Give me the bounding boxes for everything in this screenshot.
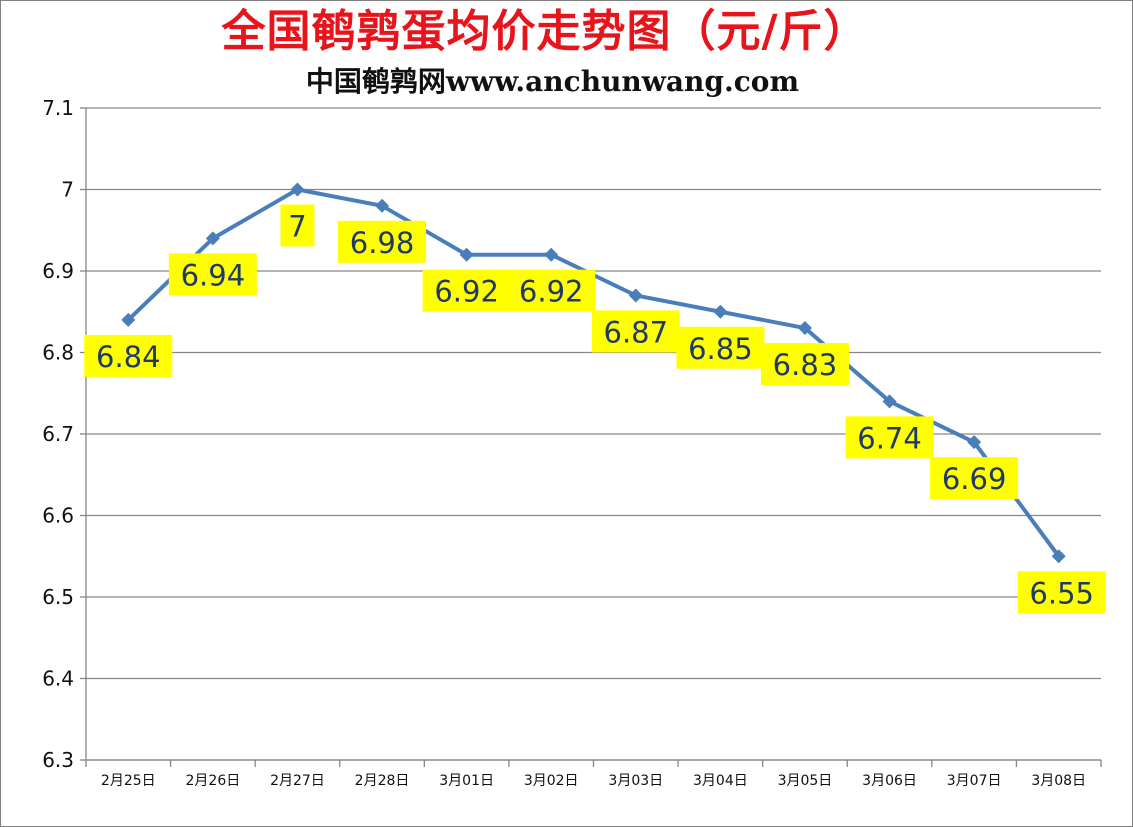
data-label-box (676, 326, 765, 369)
data-point-marker (628, 288, 643, 303)
x-tick-label: 3月03日 (608, 773, 663, 789)
data-point-marker (121, 312, 136, 327)
y-tick-label: 6.8 (42, 341, 74, 365)
x-tick-label: 3月01日 (439, 773, 494, 789)
data-label-box (507, 269, 596, 312)
x-tick-label: 2月27日 (270, 773, 325, 789)
data-label-box (84, 334, 173, 377)
x-tick-label: 3月04日 (693, 773, 748, 789)
data-label: 6.85 (688, 332, 753, 366)
data-label-box (280, 204, 315, 247)
y-tick-label: 6.6 (42, 504, 74, 528)
data-label-box (591, 310, 680, 353)
y-tick-label: 7 (61, 178, 74, 202)
data-label-box (168, 253, 257, 296)
data-label-box (845, 416, 934, 459)
x-tick-label: 3月08日 (1031, 773, 1086, 789)
data-point-marker (205, 231, 220, 246)
y-tick-label: 7.1 (42, 96, 74, 120)
x-tick-label: 2月26日 (186, 773, 241, 789)
y-tick-label: 6.9 (42, 259, 74, 283)
data-point-marker (544, 247, 559, 262)
data-point-marker (967, 435, 982, 450)
data-label: 6.94 (181, 258, 246, 292)
data-point-marker (713, 304, 728, 319)
data-label-box (930, 457, 1019, 500)
data-label-box (760, 343, 849, 386)
y-tick-label: 6.5 (42, 585, 74, 609)
y-tick-label: 6.4 (42, 667, 74, 691)
data-label: 6.74 (857, 421, 922, 455)
data-label-box (338, 220, 427, 263)
data-label: 6.92 (434, 275, 499, 309)
chart-title: 全国鹌鹑蛋均价走势图（元/斤） (221, 6, 869, 57)
y-tick-label: 6.7 (42, 422, 74, 446)
chart-subtitle: 中国鹌鹑网www.anchunwang.com (305, 65, 800, 98)
x-tick-label: 3月07日 (947, 773, 1002, 789)
data-label: 7 (288, 210, 306, 244)
data-label: 6.87 (604, 315, 669, 349)
data-point-marker (882, 394, 897, 409)
data-point-marker (797, 321, 812, 336)
data-label: 6.92 (519, 275, 584, 309)
data-label: 6.69 (942, 462, 1007, 496)
series-line (126, 187, 1061, 558)
x-tick-label: 3月05日 (778, 773, 833, 789)
data-label: 6.83 (773, 348, 838, 382)
x-tick-label: 3月06日 (862, 773, 917, 789)
data-point-marker (459, 247, 474, 262)
data-point-marker (375, 198, 390, 213)
data-label-box (1017, 571, 1106, 614)
x-tick-label: 2月25日 (101, 773, 156, 789)
x-tick-label: 2月28日 (355, 773, 410, 789)
data-label: 6.98 (350, 226, 415, 260)
data-label: 6.55 (1029, 576, 1094, 610)
data-label-box (422, 269, 511, 312)
data-label: 6.84 (96, 340, 161, 374)
y-tick-label: 6.3 (42, 748, 74, 772)
data-point-marker (290, 182, 305, 197)
data-point-marker (1051, 549, 1066, 564)
x-tick-label: 3月02日 (524, 773, 579, 789)
